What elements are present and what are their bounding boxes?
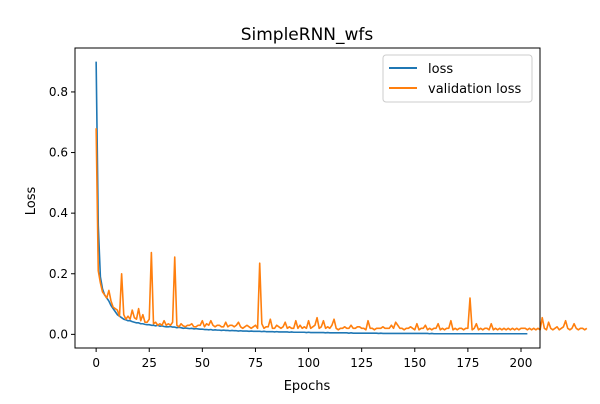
x-tick-label: 100 bbox=[297, 356, 320, 370]
x-tick-label: 200 bbox=[510, 356, 533, 370]
x-tick-label: 150 bbox=[403, 356, 426, 370]
x-tick-label: 50 bbox=[195, 356, 210, 370]
x-axis: 0 25 50 75 100 125 150 175 200 bbox=[92, 348, 532, 370]
x-tick-label: 125 bbox=[350, 356, 373, 370]
y-tick-label: 0.6 bbox=[49, 146, 68, 160]
chart-title: SimpleRNN_wfs bbox=[241, 25, 374, 45]
y-tick-label: 0.8 bbox=[49, 85, 68, 99]
y-axis: 0.0 0.2 0.4 0.6 0.8 bbox=[49, 85, 75, 341]
x-axis-label: Epochs bbox=[284, 379, 331, 394]
series-line-loss bbox=[95, 61, 528, 335]
legend-label-validation-loss: validation loss bbox=[428, 82, 521, 97]
x-tick-label: 0 bbox=[92, 356, 100, 370]
y-tick-label: 0.4 bbox=[49, 206, 68, 220]
legend-box bbox=[382, 54, 533, 103]
y-axis-label: Loss bbox=[24, 187, 39, 216]
legend: loss validation loss bbox=[382, 54, 533, 103]
x-tick-label: 25 bbox=[142, 356, 157, 370]
plot-frame bbox=[74, 47, 541, 349]
series-line-validation-loss bbox=[95, 128, 588, 331]
y-tick-label: 0.2 bbox=[49, 267, 68, 281]
x-tick-label: 75 bbox=[248, 356, 263, 370]
y-tick-label: 0.0 bbox=[49, 327, 68, 341]
x-tick-label: 175 bbox=[456, 356, 479, 370]
legend-label-loss: loss bbox=[428, 62, 453, 77]
series-layer bbox=[95, 61, 588, 335]
